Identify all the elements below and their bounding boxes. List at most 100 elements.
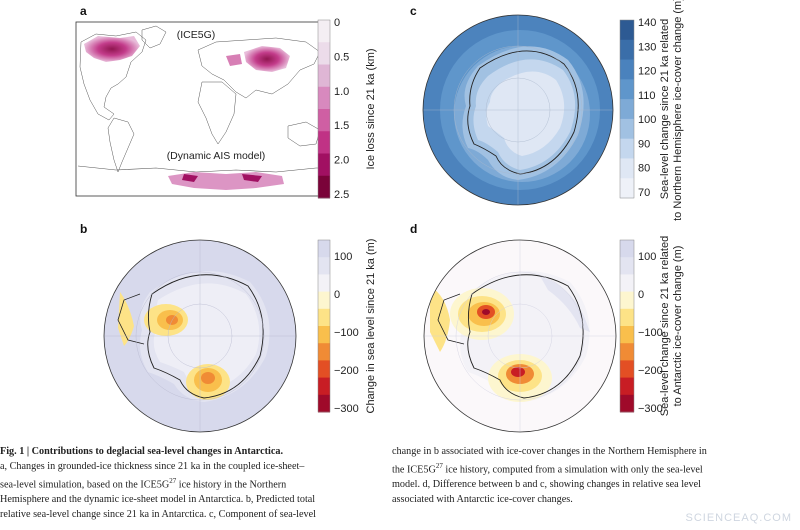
colorbar-segment <box>318 291 330 310</box>
caption-superscript: 27 <box>435 462 443 470</box>
panel-d-letter: d <box>410 222 418 236</box>
colorbar-tick-label: 0 <box>334 17 340 29</box>
caption-text: ice history, computed from a simulation … <box>442 464 703 476</box>
colorbar-segment <box>620 394 634 413</box>
watermark: SCIENCEAQ.COM <box>685 512 792 524</box>
colorbar-segment <box>620 59 634 80</box>
colorbar-tick-label: 1.0 <box>334 86 349 98</box>
caption-line-composite: the ICE5G27 ice history, computed from a… <box>392 459 792 477</box>
colorbar-tick-label: 0.5 <box>334 51 349 63</box>
colorbar-segment <box>620 39 634 61</box>
caption-text: sea-level simulation, based on the ICE5G <box>0 479 170 491</box>
colorbar-segment <box>620 291 634 310</box>
colorbar-tick-label: 80 <box>638 163 650 175</box>
caption-line: relative sea-level change since 21 ka in… <box>0 509 316 521</box>
world-ice-loss-map: (ICE5G) (Dynamic AIS model) <box>75 21 329 197</box>
colorbar-segment <box>620 343 634 361</box>
colorbar-tick-label: 0 <box>334 289 340 301</box>
colorbar-segment <box>318 175 330 199</box>
colorbar-segment <box>620 377 634 396</box>
colorbar-segment <box>318 343 330 361</box>
caption-superscript: 27 <box>169 477 177 485</box>
caption-text: the ICE5G <box>392 464 436 476</box>
colorbar-tick-label: 90 <box>638 138 650 150</box>
caption-line: model. d, Difference between b and c, sh… <box>392 479 701 491</box>
colorbar-segment <box>620 99 634 120</box>
caption-heading: Fig. 1 | Contributions to deglacial sea-… <box>0 446 284 457</box>
panel-a-letter: a <box>80 4 87 18</box>
colorbar-title: Sea-level change since 21 ka related <box>659 19 671 199</box>
caption-line: Hemisphere and the dynamic ice-sheet mod… <box>0 494 316 506</box>
colorbar-segment <box>318 257 330 275</box>
ice5g-label: (ICE5G) <box>177 29 216 41</box>
colorbar-segment <box>620 20 634 41</box>
colorbar-tick-label: −300 <box>334 403 359 415</box>
colorbar-segment <box>318 360 330 379</box>
colorbar-segment <box>620 240 634 258</box>
colorbar-tick-label: −300 <box>638 403 663 415</box>
colorbar-tick-label: −100 <box>334 327 359 339</box>
antarctica-ais-map <box>423 239 617 433</box>
colorbar-tick-label: 2.0 <box>334 155 349 167</box>
colorbar-tick-label: 140 <box>638 17 656 29</box>
colorbar-title: Ice loss since 21 ka (km) <box>365 48 377 169</box>
colorbar-segment <box>318 20 330 43</box>
colorbar-tick-label: 100 <box>334 251 352 263</box>
colorbar-title: to Antarctic ice-cover change (m) <box>672 246 684 407</box>
antarctica-nh-map <box>422 14 614 206</box>
colorbar-tick-label: 70 <box>638 187 650 199</box>
colorbar-title: Sea-level change since 21 ka related <box>659 236 671 416</box>
colorbar-tick-label: 110 <box>638 90 656 102</box>
colorbar-c: 140 130 120 110 100 90 80 70 Sea-level change si… <box>619 0 684 221</box>
colorbar-title: to Northern Hemisphere ice-cover change … <box>672 0 684 221</box>
colorbar-tick-label: −200 <box>334 365 359 377</box>
colorbar-segment <box>318 86 330 110</box>
panel-b-letter: b <box>80 222 88 236</box>
colorbar-segment <box>620 308 634 327</box>
colorbar-frame <box>317 239 331 413</box>
colorbar-segment <box>620 79 634 100</box>
caption-line-composite: sea-level simulation, based on the ICE5G… <box>0 474 360 492</box>
colorbar-tick-label: 0 <box>638 289 644 301</box>
colorbar-segment <box>318 64 330 88</box>
caption-line: associated with Antarctic ice-cover chan… <box>392 494 573 506</box>
colorbar-tick-label: −100 <box>638 327 663 339</box>
colorbar-segment <box>620 360 634 379</box>
colorbar-segment <box>318 131 330 154</box>
colorbar-segment <box>620 257 634 275</box>
colorbar-segment <box>620 274 634 293</box>
colorbar-segment <box>318 240 330 258</box>
colorbar-segment <box>620 326 634 344</box>
colorbar-segment <box>318 394 330 413</box>
colorbar-segment <box>318 308 330 327</box>
colorbar-tick-label: 1.5 <box>334 120 349 132</box>
colorbar-frame <box>317 19 331 199</box>
colorbar-tick-label: 100 <box>638 114 656 126</box>
colorbar-title: Change in sea level since 21 ka (m) <box>365 239 377 414</box>
colorbar-tick-label: 120 <box>638 66 656 78</box>
colorbar-frame <box>619 19 635 199</box>
colorbar-frame <box>619 239 635 413</box>
colorbar-segment <box>318 109 330 132</box>
colorbar-tick-label: 2.5 <box>334 189 349 201</box>
colorbar-tick-label: 130 <box>638 41 656 53</box>
colorbar-a: 0 0.5 1.0 1.5 2.0 2.5 Ice loss since 21 ka (km… <box>317 17 377 201</box>
colorbar-tick-label: −200 <box>638 365 663 377</box>
colorbar-segment <box>318 42 330 65</box>
colorbar-tick-label: 100 <box>638 251 656 263</box>
colorbar-segment <box>318 326 330 344</box>
colorbar-b: 100 0 −100 −200 −300 Change in sea level sinc… <box>317 239 377 415</box>
antarctica-total-map <box>103 239 297 433</box>
colorbar-segment <box>318 274 330 293</box>
caption-line: a, Changes in grounded-ice thickness sin… <box>0 461 305 472</box>
colorbar-segment <box>318 377 330 396</box>
dynamic-ais-label: (Dynamic AIS model) <box>167 150 266 162</box>
colorbar-segment <box>620 138 634 159</box>
figure-caption-right: change in b associated with ice-cover ch… <box>392 444 792 507</box>
colorbar-segment <box>620 158 634 179</box>
caption-line: change in b associated with ice-cover ch… <box>392 446 707 457</box>
colorbar-segment <box>318 153 330 177</box>
colorbar-segment <box>620 178 634 199</box>
colorbar-segment <box>620 118 634 140</box>
